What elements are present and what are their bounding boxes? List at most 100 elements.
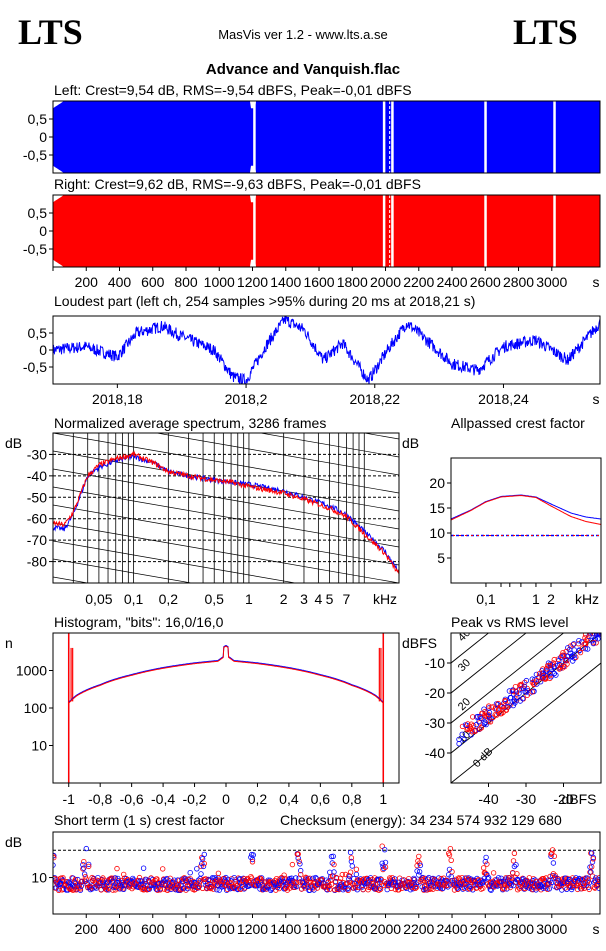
shortterm-xtick-label: 1400 xyxy=(270,921,301,937)
peakrms-ytick-label: -10 xyxy=(425,655,445,671)
left-waveform xyxy=(53,101,600,173)
right-waveform xyxy=(53,195,600,267)
histogram-ytick-label: 10 xyxy=(31,738,47,754)
spectrum-slope-line xyxy=(53,559,399,619)
shortterm-ytick-label: 10 xyxy=(31,870,47,886)
shortterm-point xyxy=(484,855,489,860)
checksum-label: Checksum (energy): 34 234 574 932 129 68… xyxy=(280,812,562,828)
shortterm-point xyxy=(298,862,303,867)
shortterm-xtick-label: 2800 xyxy=(503,921,534,937)
spectrum-title: Normalized average spectrum, 3286 frames xyxy=(54,415,326,431)
peakrms-diag-label: 20 xyxy=(456,696,473,713)
logo-right: LTS xyxy=(513,12,578,52)
peakrms-xtick-label: -40 xyxy=(478,791,498,807)
histogram-title: Histogram, "bits": 16,0/16,0 xyxy=(54,614,224,630)
peakrms-diag-label: 30 xyxy=(456,657,473,674)
logo-left: LTS xyxy=(18,12,83,52)
histogram-xtick-label: 0,8 xyxy=(342,791,362,807)
right-waveform-ytick-label: -0,5 xyxy=(23,241,47,257)
peakrms-point xyxy=(577,638,582,643)
shortterm-xtick-label: 1600 xyxy=(303,921,334,937)
shortterm-point xyxy=(160,867,165,872)
allpass-ytick-label: 20 xyxy=(429,475,445,491)
shortterm-point xyxy=(115,866,120,871)
peakrms-point xyxy=(602,631,606,636)
shortterm-xtick-label: 3000 xyxy=(536,921,567,937)
shortterm-point xyxy=(382,847,387,852)
spectrum-xtick-label: 1 xyxy=(245,591,253,607)
spectrum-xtick-label: 2 xyxy=(280,591,288,607)
shortterm-xtick-label: 1200 xyxy=(237,921,268,937)
right-waveform-dropout xyxy=(553,195,556,267)
left-waveform-dropout xyxy=(383,101,386,173)
spectrum-ytick-label: -50 xyxy=(27,489,47,505)
loudest-part-frame xyxy=(53,316,600,384)
right-waveform-ytick-label: 0 xyxy=(39,223,47,239)
allpass-plot xyxy=(451,495,601,536)
spectrum-xtick-label: 3 xyxy=(300,591,308,607)
peakrms-ylabel: dBFS xyxy=(402,635,437,651)
loudest-part-ytick-label: 0 xyxy=(39,342,47,358)
waveform-xtick-label: 1200 xyxy=(237,274,268,290)
shortterm-point xyxy=(417,854,422,859)
shortterm-xtick-label: 400 xyxy=(108,921,132,937)
peakrms-point xyxy=(572,648,577,653)
loudest-part-xtick-label: 2018,24 xyxy=(478,391,529,407)
left-waveform-envelope xyxy=(53,102,600,173)
allpass-ytick-label: 5 xyxy=(437,550,445,566)
shortterm-xtick-label: 800 xyxy=(174,921,198,937)
spectrum-left-line xyxy=(53,455,399,572)
histogram-left-curve xyxy=(69,646,383,703)
shortterm-point xyxy=(447,853,452,858)
right-waveform-dropout xyxy=(484,195,487,267)
right-waveform-ytick-label: 0,5 xyxy=(28,205,48,221)
shortterm-point xyxy=(188,870,193,875)
left-waveform-ytick-label: 0,5 xyxy=(28,111,48,127)
waveform-xtick-label: 3000 xyxy=(536,274,567,290)
shortterm-xtick-label: 1800 xyxy=(337,921,368,937)
histogram-right-curve xyxy=(69,646,383,703)
left-waveform-yaxis: 0,50-0,5 xyxy=(23,111,53,163)
histogram-ylabel: n xyxy=(5,635,13,651)
shortterm-point xyxy=(449,858,454,863)
peakrms-point xyxy=(515,695,520,700)
shortterm-point xyxy=(491,871,496,876)
spectrum-frame xyxy=(53,433,399,583)
shortterm-xtick-label: 2200 xyxy=(403,921,434,937)
peakrms-xunit: dBFS xyxy=(561,791,596,807)
waveform-xtick-label: 1800 xyxy=(337,274,368,290)
histogram-xtick-label: -0,6 xyxy=(120,791,144,807)
peakrms-point xyxy=(534,672,539,677)
shortterm-point xyxy=(481,866,486,871)
allpass-right-line xyxy=(451,496,601,525)
right-channel-label: Right: Crest=9,62 dB, RMS=-9,63 dBFS, Pe… xyxy=(54,176,421,192)
waveform-xtick-label: 1600 xyxy=(303,274,334,290)
histogram-xtick-label: -0,8 xyxy=(88,791,112,807)
waveform-xtick-label: 2400 xyxy=(436,274,467,290)
histogram-ytick-label: 100 xyxy=(24,700,48,716)
shortterm-xunit: s xyxy=(593,921,600,937)
shortterm-title: Short term (1 s) crest factor xyxy=(54,812,225,828)
spectrum-xtick-label: 4 xyxy=(314,591,322,607)
allpass-xtick-label: 1 xyxy=(532,591,540,607)
histogram-plot xyxy=(69,633,384,783)
histogram-xtick-label: 1 xyxy=(379,791,387,807)
shortterm-point xyxy=(354,872,359,877)
app-title: MasVis ver 1.2 - www.lts.a.se xyxy=(218,27,388,42)
shortterm-point xyxy=(141,866,146,871)
histogram-xtick-label: 0,2 xyxy=(248,791,268,807)
allpass-frame xyxy=(451,458,601,583)
waveform-xtick-label: 2800 xyxy=(503,274,534,290)
peakrms-title: Peak vs RMS level xyxy=(451,614,568,630)
shortterm-point xyxy=(290,862,295,867)
file-title: Advance and Vanquish.flac xyxy=(206,61,400,78)
shortterm-xtick-label: 2600 xyxy=(470,921,501,937)
spectrum-slope-line xyxy=(53,631,399,691)
right-waveform-yaxis: 0,5 0 -0,5 xyxy=(23,205,53,257)
histogram-xtick-label: 0 xyxy=(222,791,230,807)
histogram-ytick-label: 1000 xyxy=(16,663,47,679)
left-waveform-dropout xyxy=(253,101,256,173)
spectrum-xunit: kHz xyxy=(373,591,397,607)
